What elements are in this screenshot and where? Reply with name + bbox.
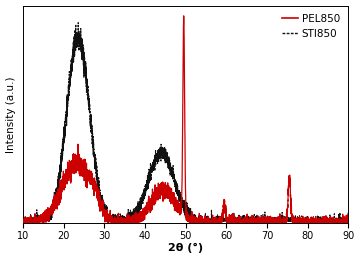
STI850 [264,220,268,223]
PEL850 [233,220,237,224]
PEL850 [264,220,268,224]
STI850 [145,174,150,177]
STI850 [233,219,237,222]
PEL850 [181,14,186,17]
Legend: PEL850, STI850: PEL850, STI850 [279,11,343,42]
PEL850 [216,220,220,224]
PEL850 [21,220,25,224]
PEL850 [346,220,351,224]
STI850 [216,220,220,223]
PEL850 [80,164,84,167]
STI850 [76,21,80,24]
X-axis label: 2θ (°): 2θ (°) [168,243,203,254]
STI850 [21,220,25,223]
STI850 [288,220,293,223]
PEL850 [145,206,149,209]
STI850 [346,220,351,223]
Line: STI850: STI850 [23,23,348,221]
PEL850 [288,193,293,197]
Y-axis label: Intensity (a.u.): Intensity (a.u.) [5,76,15,153]
Line: PEL850: PEL850 [23,16,348,222]
STI850 [80,45,85,48]
